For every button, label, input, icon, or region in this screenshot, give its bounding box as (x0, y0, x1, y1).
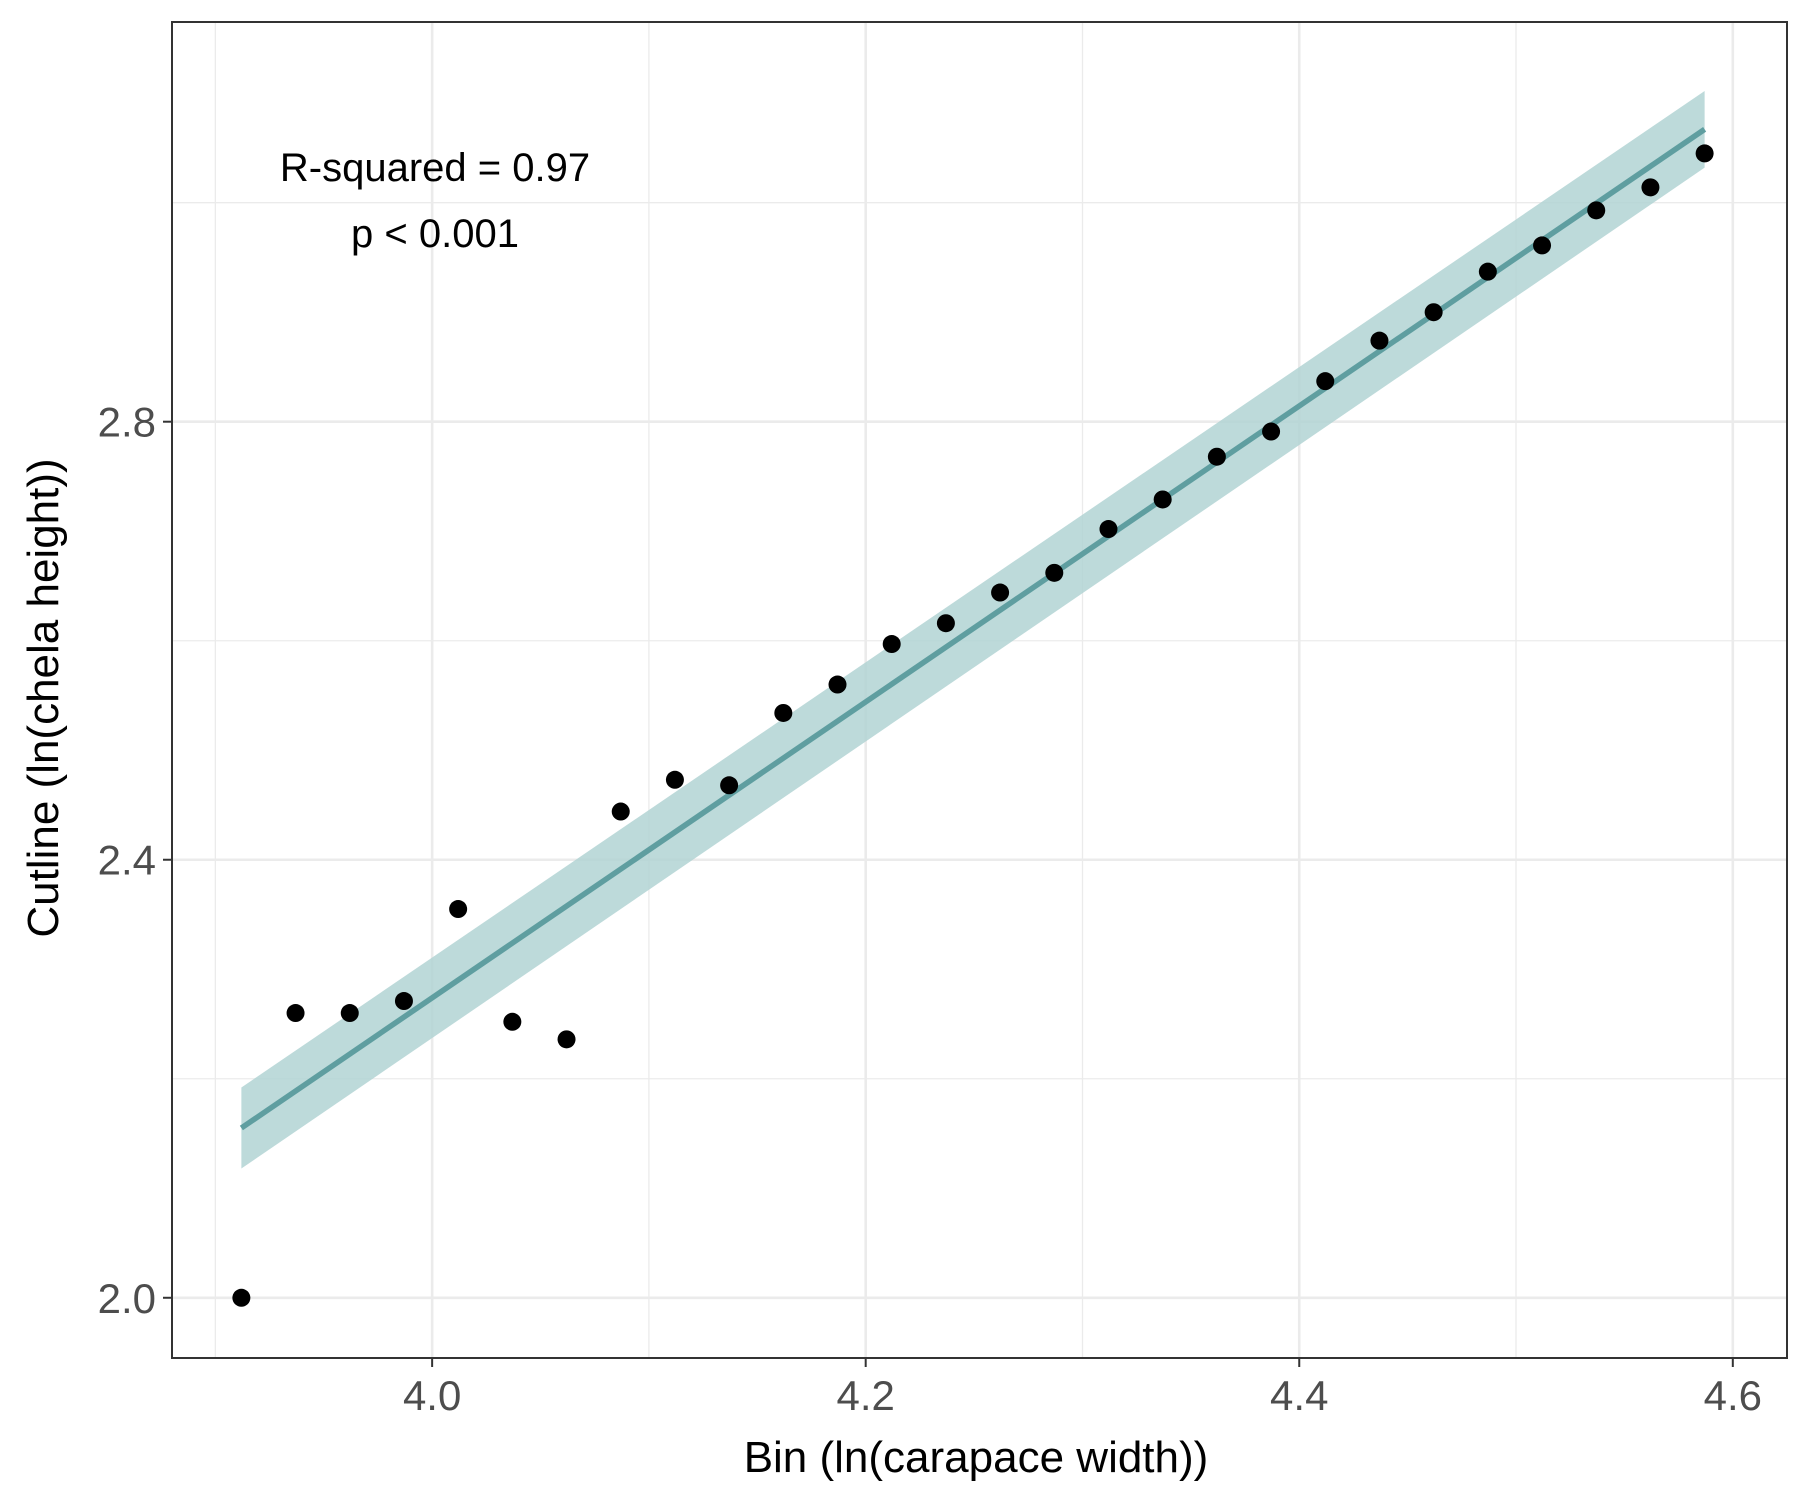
data-point (1262, 422, 1281, 441)
x-axis-title: Bin (ln(carapace width)) (744, 1433, 1209, 1482)
data-point (286, 1004, 305, 1023)
data-point (449, 900, 468, 919)
p-value-annotation: p < 0.001 (351, 212, 519, 256)
y-tick-label: 2.0 (98, 1275, 156, 1322)
y-tick-label: 2.8 (98, 399, 156, 446)
y-axis-ticks: 2.0 2.4 2.8 (98, 399, 172, 1322)
x-axis-ticks: 4.0 4.2 4.4 4.6 (403, 1358, 1762, 1419)
data-point (882, 635, 901, 654)
data-point (503, 1012, 522, 1031)
data-point (1533, 236, 1552, 255)
data-point (1641, 178, 1660, 197)
x-tick-label: 4.4 (1270, 1372, 1328, 1419)
regression-line (239, 127, 1707, 1131)
data-point (1370, 331, 1389, 350)
x-tick-label: 4.0 (403, 1372, 461, 1419)
data-points-layer (232, 144, 1714, 1307)
data-point (1316, 372, 1335, 391)
y-tick-label: 2.4 (98, 837, 156, 884)
data-point (1153, 490, 1172, 509)
data-point (1207, 447, 1226, 466)
data-point (1695, 144, 1714, 163)
data-point (1587, 201, 1606, 220)
data-point (828, 675, 847, 694)
data-point (232, 1288, 251, 1307)
data-point (1045, 563, 1064, 582)
data-point (394, 992, 413, 1011)
data-point (1478, 262, 1497, 281)
x-tick-label: 4.6 (1704, 1372, 1762, 1419)
data-point (774, 703, 793, 722)
data-point (720, 776, 739, 795)
fit-line-layer (239, 127, 1707, 1131)
r-squared-annotation: R-squared = 0.97 (280, 146, 590, 190)
data-point (557, 1030, 576, 1049)
data-point (665, 770, 684, 789)
panel-border (171, 21, 1788, 1359)
data-point (340, 1004, 359, 1023)
data-point (991, 583, 1010, 602)
x-tick-label: 4.2 (836, 1372, 894, 1419)
data-point (1424, 303, 1443, 322)
data-point (936, 614, 955, 633)
y-axis-title: Cutline (ln(chela height)) (19, 458, 68, 937)
data-point (611, 802, 630, 821)
grid (172, 22, 1787, 1358)
data-point (1099, 520, 1118, 539)
